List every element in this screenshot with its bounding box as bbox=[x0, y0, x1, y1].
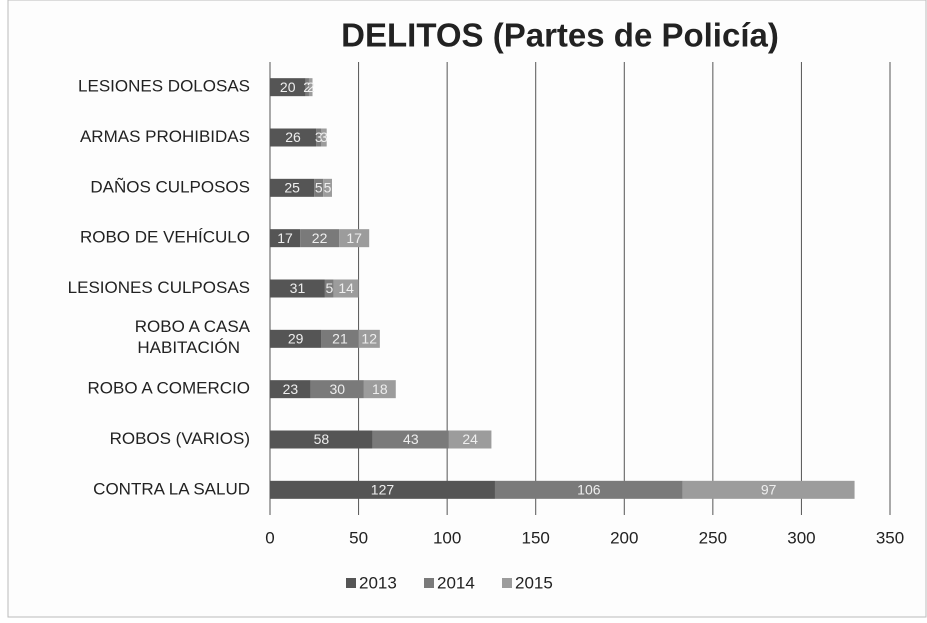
legend-swatch bbox=[502, 578, 512, 588]
bar-segment bbox=[339, 229, 370, 248]
y-tick-label: DAÑOS CULPOSOS bbox=[90, 177, 250, 196]
data-label: 97 bbox=[761, 482, 777, 498]
x-tick-label: 250 bbox=[699, 528, 727, 547]
x-tick-label: 0 bbox=[265, 528, 274, 547]
bar-segment bbox=[310, 380, 364, 399]
data-label: 14 bbox=[338, 280, 354, 296]
chart-title: DELITOS (Partes de Policía) bbox=[341, 17, 779, 54]
bar-segment bbox=[270, 279, 325, 298]
bar-segment bbox=[270, 78, 306, 97]
bar-segment bbox=[270, 178, 315, 197]
data-label: 3 bbox=[320, 129, 328, 145]
data-label: 5 bbox=[315, 180, 323, 196]
bar-segment bbox=[324, 279, 334, 298]
data-label: 29 bbox=[288, 331, 304, 347]
data-label: 5 bbox=[325, 280, 333, 296]
y-tick-label: ROBO DE VEHÍCULO bbox=[80, 228, 250, 247]
bar-segment bbox=[316, 128, 322, 147]
data-label: 43 bbox=[403, 431, 419, 447]
bar-segment bbox=[308, 78, 313, 97]
data-label: 3 bbox=[315, 129, 323, 145]
bar-segment bbox=[270, 329, 322, 348]
data-label: 17 bbox=[346, 230, 362, 246]
data-label: 21 bbox=[332, 331, 348, 347]
y-tick-label: ARMAS PROHIBIDAS bbox=[80, 127, 250, 146]
data-label: 18 bbox=[372, 381, 388, 397]
data-label: 25 bbox=[284, 180, 300, 196]
bar-segment bbox=[372, 430, 449, 449]
data-label: 17 bbox=[277, 230, 293, 246]
x-tick-label: 300 bbox=[787, 528, 815, 547]
y-tick-label: LESIONES CULPOSAS bbox=[68, 278, 250, 297]
legend-swatch bbox=[346, 578, 356, 588]
data-label: 23 bbox=[283, 381, 299, 397]
data-label: 58 bbox=[314, 431, 330, 447]
bar-segment bbox=[321, 128, 327, 147]
data-label: 22 bbox=[312, 230, 328, 246]
bar-segment bbox=[314, 178, 324, 197]
legend-label: 2013 bbox=[359, 573, 397, 592]
data-label: 26 bbox=[285, 129, 301, 145]
data-label: 5 bbox=[324, 180, 332, 196]
bar-segment bbox=[270, 229, 301, 248]
data-label: 30 bbox=[330, 381, 346, 397]
bar-segment bbox=[270, 380, 311, 399]
bar-segment bbox=[494, 480, 683, 499]
x-tick-label: 100 bbox=[433, 528, 461, 547]
y-tick-label: LESIONES DOLOSAS bbox=[78, 77, 250, 96]
bar-segment bbox=[682, 480, 855, 499]
bar-segment bbox=[270, 430, 373, 449]
bar-segment bbox=[323, 178, 332, 197]
data-label: 31 bbox=[290, 280, 306, 296]
data-label: 24 bbox=[462, 431, 478, 447]
y-tick-label: ROBO A COMERCIO bbox=[88, 379, 250, 398]
bar-segment bbox=[448, 430, 492, 449]
bar-segment bbox=[321, 329, 359, 348]
legend-label: 2015 bbox=[515, 573, 553, 592]
y-tick-label: CONTRA LA SALUD bbox=[93, 479, 250, 498]
data-label: 106 bbox=[577, 482, 601, 498]
data-label: 2 bbox=[303, 79, 311, 95]
x-tick-label: 350 bbox=[876, 528, 904, 547]
bar-segment bbox=[270, 128, 317, 147]
x-tick-label: 150 bbox=[522, 528, 550, 547]
bar-segment bbox=[300, 229, 340, 248]
bar-segment bbox=[305, 78, 309, 97]
bar-segment bbox=[333, 279, 359, 298]
y-tick-label: ROBO A CASA HABITACIÓN bbox=[135, 317, 251, 357]
data-label: 127 bbox=[371, 482, 395, 498]
data-label: 12 bbox=[361, 331, 377, 347]
bar-segment bbox=[270, 480, 495, 499]
chart-frame bbox=[7, 0, 927, 618]
x-tick-label: 200 bbox=[610, 528, 638, 547]
bar-segment bbox=[363, 380, 396, 399]
legend-swatch bbox=[424, 578, 434, 588]
x-tick-label: 50 bbox=[349, 528, 368, 547]
bar-segment bbox=[358, 329, 380, 348]
legend-label: 2014 bbox=[437, 573, 475, 592]
data-label: 2 bbox=[307, 79, 315, 95]
y-tick-label: ROBOS (VARIOS) bbox=[110, 429, 250, 448]
data-label: 20 bbox=[280, 79, 296, 95]
